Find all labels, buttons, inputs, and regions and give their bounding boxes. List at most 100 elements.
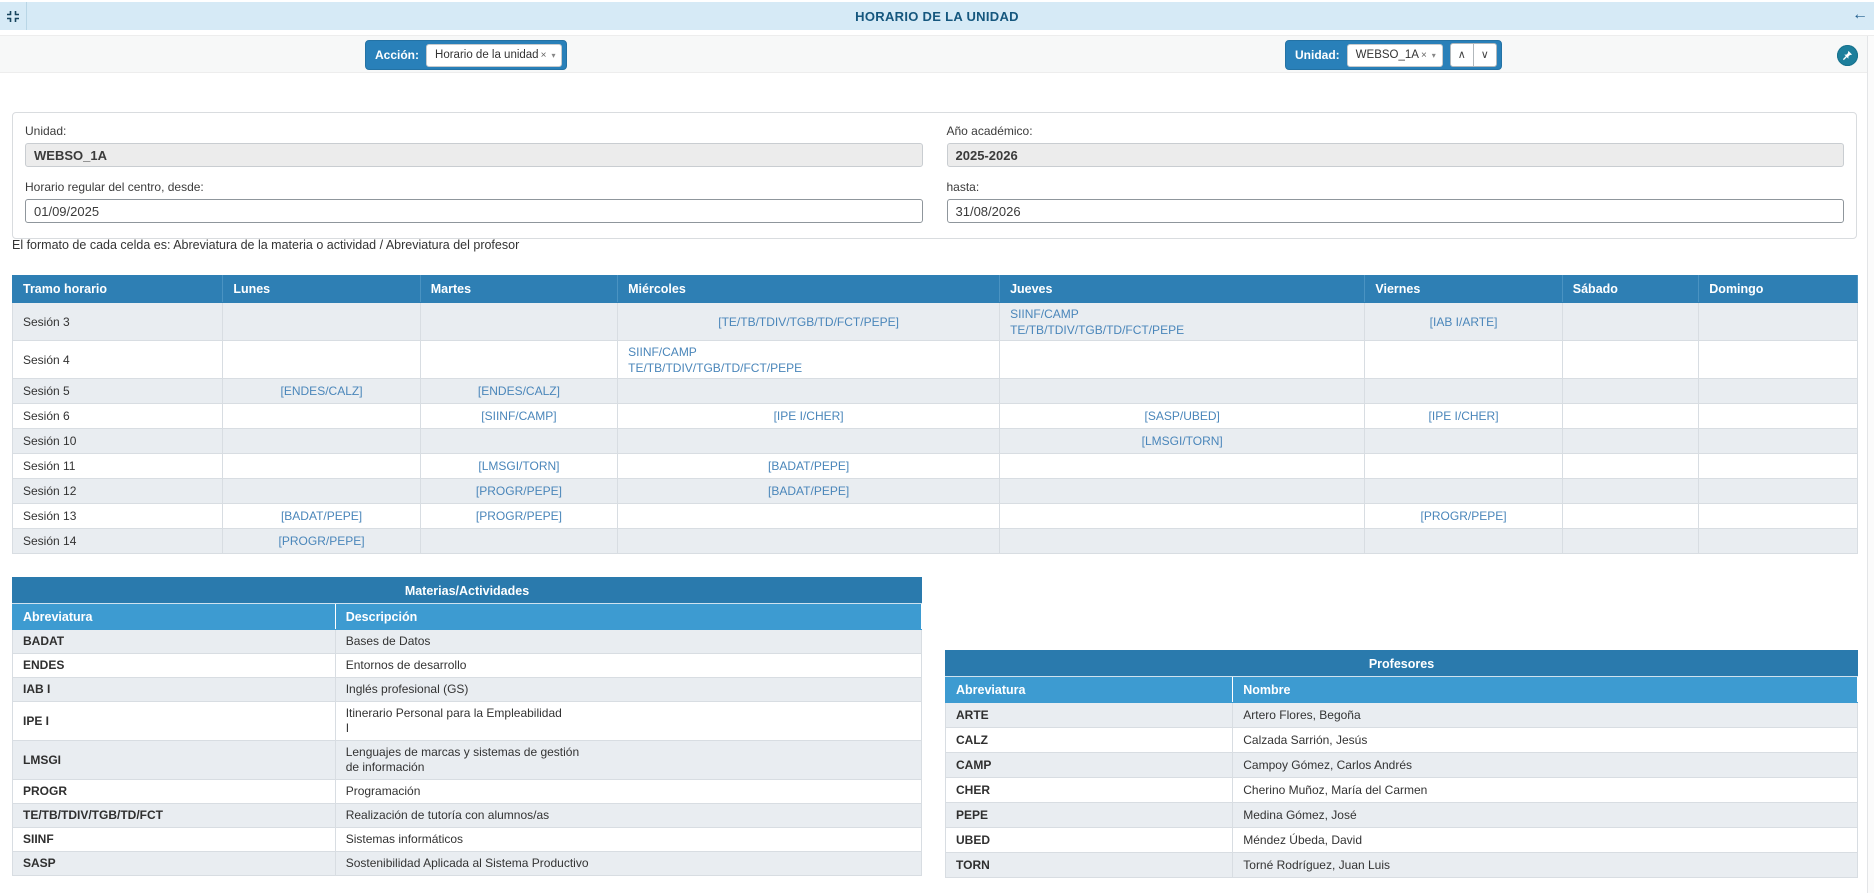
timetable: Tramo horario Lunes Martes Miércoles Jue… bbox=[12, 275, 1858, 554]
materia-row: SASP Sostenibilidad Aplicada al Sistema … bbox=[13, 852, 922, 876]
timetable-row: Sesión 10 [LMSGI/TORN] bbox=[13, 429, 1858, 454]
desde-field-group: Horario regular del centro, desde: bbox=[25, 180, 923, 223]
schedule-cell bbox=[1000, 479, 1365, 504]
schedule-cell bbox=[1699, 529, 1858, 554]
schedule-entry: SIINF/CAMP bbox=[1010, 306, 1363, 322]
profesor-row: CALZ Calzada Sarrión, Jesús bbox=[946, 728, 1858, 753]
schedule-cell bbox=[618, 529, 1000, 554]
schedule-cell: [LMSGI/TORN] bbox=[420, 454, 617, 479]
schedule-cell bbox=[1699, 504, 1858, 529]
col-header-domingo: Domingo bbox=[1699, 276, 1858, 303]
materia-abbr: PROGR bbox=[13, 780, 336, 804]
desc-line: Lenguajes de marcas y sistemas de gestió… bbox=[346, 745, 911, 760]
clear-icon[interactable]: × bbox=[1421, 50, 1427, 61]
schedule-cell bbox=[223, 303, 420, 341]
schedule-cell bbox=[1699, 379, 1858, 404]
schedule-entry: [SASP/UBED] bbox=[1001, 408, 1363, 424]
hasta-field-group: hasta: bbox=[947, 180, 1845, 223]
schedule-cell bbox=[1365, 379, 1562, 404]
schedule-entry: TE/TB/TDIV/TGB/TD/FCT/PEPE bbox=[628, 360, 998, 376]
tramo-cell: Sesión 4 bbox=[13, 341, 223, 379]
profesores-title-row: Profesores bbox=[946, 651, 1858, 677]
page-title: HORARIO DE LA UNIDAD bbox=[0, 9, 1874, 24]
unidad-group: Unidad: WEBSO_1A × ▾ ∧ ∨ bbox=[1285, 40, 1502, 70]
col-header-sabado: Sábado bbox=[1562, 276, 1699, 303]
schedule-cell: [BADAT/PEPE] bbox=[223, 504, 420, 529]
materia-row: PROGR Programación bbox=[13, 780, 922, 804]
schedule-entry: [IPE I/CHER] bbox=[1366, 408, 1560, 424]
schedule-cell bbox=[1000, 379, 1365, 404]
schedule-entry: [LMSGI/TORN] bbox=[1001, 433, 1363, 449]
desc-line: Sostenibilidad Aplicada al Sistema Produ… bbox=[346, 856, 911, 871]
schedule-cell: SIINF/CAMP TE/TB/TDIV/TGB/TD/FCT/PEPE bbox=[618, 341, 1000, 379]
schedule-cell bbox=[1562, 404, 1699, 429]
unidad-field bbox=[25, 143, 923, 167]
schedule-cell: [SASP/UBED] bbox=[1000, 404, 1365, 429]
col-header-miercoles: Miércoles bbox=[618, 276, 1000, 303]
schedule-cell bbox=[1562, 479, 1699, 504]
tramo-cell: Sesión 12 bbox=[13, 479, 223, 504]
desc-line: Entornos de desarrollo bbox=[346, 658, 911, 673]
profesor-row: PEPE Medina Gómez, José bbox=[946, 803, 1858, 828]
accion-label: Acción: bbox=[375, 48, 419, 62]
schedule-cell bbox=[1365, 479, 1562, 504]
caret-down-icon: ▾ bbox=[1432, 51, 1436, 60]
fecha-hasta-field[interactable] bbox=[947, 199, 1845, 223]
profesor-row: CHER Cherino Muñoz, María del Carmen bbox=[946, 778, 1858, 803]
unidad-select[interactable]: WEBSO_1A × ▾ bbox=[1347, 44, 1443, 67]
schedule-cell bbox=[618, 504, 1000, 529]
col-header-martes: Martes bbox=[420, 276, 617, 303]
materia-desc: Programación bbox=[335, 780, 921, 804]
scrollbar[interactable] bbox=[1867, 36, 1874, 893]
pin-icon bbox=[1842, 50, 1853, 61]
pin-button[interactable] bbox=[1837, 45, 1858, 66]
desc-line: Sistemas informáticos bbox=[346, 832, 911, 847]
schedule-entry: [PROGR/PEPE] bbox=[422, 508, 616, 524]
accion-group: Acción: Horario de la unidad × ▾ bbox=[365, 40, 567, 70]
cell-format-note: El formato de cada celda es: Abreviatura… bbox=[12, 238, 519, 252]
schedule-cell bbox=[1562, 379, 1699, 404]
fecha-desde-field[interactable] bbox=[25, 199, 923, 223]
schedule-cell bbox=[223, 454, 420, 479]
tramo-cell: Sesión 10 bbox=[13, 429, 223, 454]
profesor-nombre: Medina Gómez, José bbox=[1233, 803, 1858, 828]
materia-row: BADAT Bases de Datos bbox=[13, 630, 922, 654]
profesor-row: TORN Torné Rodríguez, Juan Luis bbox=[946, 853, 1858, 878]
schedule-entry: [IAB I/ARTE] bbox=[1366, 314, 1560, 330]
materia-abbr: SIINF bbox=[13, 828, 336, 852]
header-bar: HORARIO DE LA UNIDAD ← bbox=[0, 2, 1874, 30]
schedule-entry: [SIINF/CAMP] bbox=[422, 408, 616, 424]
back-arrow-icon[interactable]: ← bbox=[1852, 5, 1868, 25]
schedule-cell bbox=[1000, 341, 1365, 379]
schedule-cell bbox=[223, 341, 420, 379]
accion-selected-value: Horario de la unidad bbox=[435, 49, 539, 61]
materia-desc: Realización de tutoría con alumnos/as bbox=[335, 804, 921, 828]
unidad-field-group: Unidad: bbox=[25, 124, 923, 167]
materia-desc: Itinerario Personal para la Empleabilida… bbox=[335, 702, 921, 741]
profesor-abbr: CALZ bbox=[946, 728, 1233, 753]
profesor-abbr: UBED bbox=[946, 828, 1233, 853]
materia-desc: Sostenibilidad Aplicada al Sistema Produ… bbox=[335, 852, 921, 876]
profesor-row: CAMP Campoy Gómez, Carlos Andrés bbox=[946, 753, 1858, 778]
profesor-abbr: CAMP bbox=[946, 753, 1233, 778]
tramo-cell: Sesión 13 bbox=[13, 504, 223, 529]
unidad-prev-button[interactable]: ∧ bbox=[1450, 43, 1474, 67]
materia-abbr: TE/TB/TDIV/TGB/TD/FCT bbox=[13, 804, 336, 828]
schedule-cell: [PROGR/PEPE] bbox=[420, 479, 617, 504]
schedule-cell bbox=[223, 479, 420, 504]
materia-abbr: IPE I bbox=[13, 702, 336, 741]
schedule-cell: [PROGR/PEPE] bbox=[223, 529, 420, 554]
schedule-cell bbox=[420, 429, 617, 454]
accion-select[interactable]: Horario de la unidad × ▾ bbox=[426, 44, 562, 67]
timetable-row: Sesión 3 [TE/TB/TDIV/TGB/TD/FCT/PEPE] SI… bbox=[13, 303, 1858, 341]
schedule-cell bbox=[420, 341, 617, 379]
desc-line: I bbox=[346, 721, 911, 736]
profesor-abbr: CHER bbox=[946, 778, 1233, 803]
clear-icon[interactable]: × bbox=[541, 50, 547, 61]
schedule-entry: [BADAT/PEPE] bbox=[224, 508, 418, 524]
profesores-wrap: Profesores Abreviatura Nombre ARTE Arter… bbox=[945, 650, 1858, 878]
schedule-cell: [PROGR/PEPE] bbox=[1365, 504, 1562, 529]
schedule-entry: [ENDES/CALZ] bbox=[224, 383, 418, 399]
unidad-next-button[interactable]: ∨ bbox=[1473, 43, 1497, 67]
schedule-entry: [TE/TB/TDIV/TGB/TD/FCT/PEPE] bbox=[619, 314, 998, 330]
